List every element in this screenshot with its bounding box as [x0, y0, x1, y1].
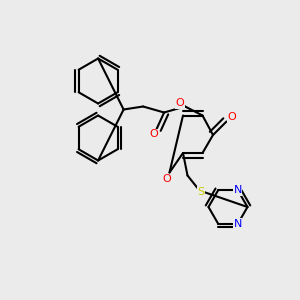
Text: N: N — [234, 185, 242, 195]
Text: S: S — [197, 187, 205, 197]
Text: O: O — [149, 129, 158, 140]
Text: O: O — [175, 98, 184, 109]
Text: N: N — [234, 219, 242, 229]
Text: O: O — [227, 112, 236, 122]
Text: O: O — [162, 174, 171, 184]
